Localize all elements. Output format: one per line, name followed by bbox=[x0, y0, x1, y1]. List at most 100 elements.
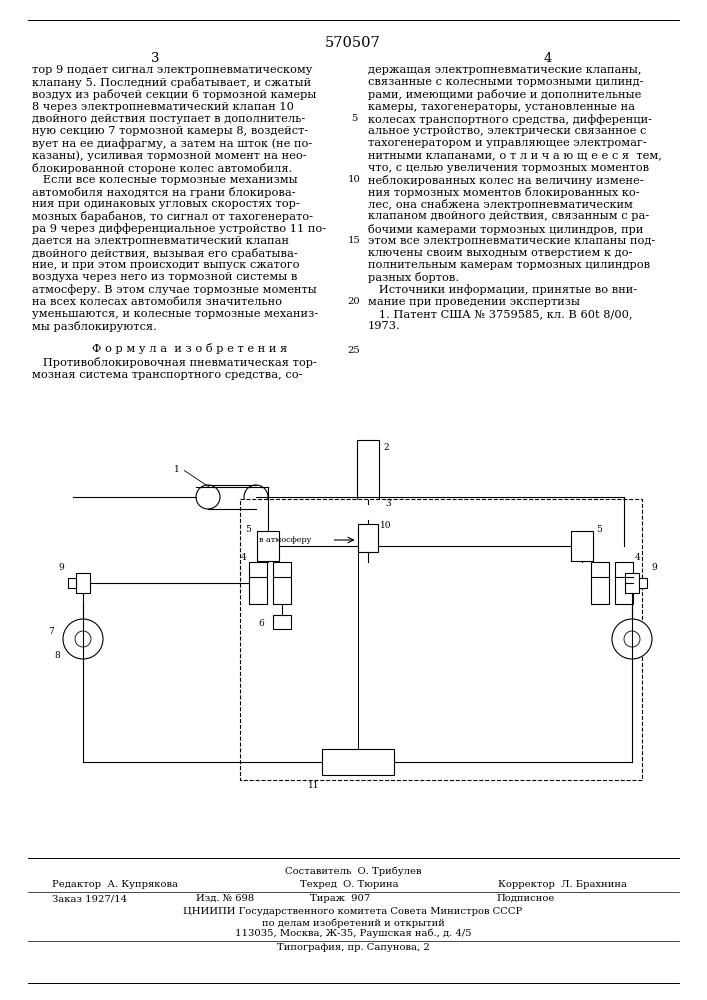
Text: атмосферу. В этом случае тормозные моменты: атмосферу. В этом случае тормозные момен… bbox=[32, 285, 317, 295]
Text: 6: 6 bbox=[259, 619, 264, 629]
Text: двойного действия поступает в дополнитель-: двойного действия поступает в дополнител… bbox=[32, 114, 305, 124]
Text: лес, она снабжена электропневматическим: лес, она снабжена электропневматическим bbox=[368, 199, 633, 210]
Text: клапану 5. Последний срабатывает, и сжатый: клапану 5. Последний срабатывает, и сжат… bbox=[32, 77, 311, 88]
Text: 2: 2 bbox=[384, 444, 390, 452]
Text: 7: 7 bbox=[48, 626, 54, 636]
Text: воздух из рабочей секции 6 тормозной камеры: воздух из рабочей секции 6 тормозной кам… bbox=[32, 89, 316, 100]
Text: 4: 4 bbox=[635, 554, 641, 562]
Text: Ф о р м у л а  и з о б р е т е н и я: Ф о р м у л а и з о б р е т е н и я bbox=[93, 343, 288, 354]
Text: Противоблокировочная пневматическая тор-: Противоблокировочная пневматическая тор- bbox=[32, 357, 317, 368]
Text: Если все колесные тормозные механизмы: Если все колесные тормозные механизмы bbox=[32, 175, 298, 185]
Text: 3: 3 bbox=[151, 52, 159, 65]
Text: Составитель  О. Трибулев: Составитель О. Трибулев bbox=[285, 867, 421, 876]
Text: воздуха через него из тормозной системы в: воздуха через него из тормозной системы … bbox=[32, 272, 298, 282]
Text: Типография, пр. Сапунова, 2: Типография, пр. Сапунова, 2 bbox=[276, 943, 429, 952]
Circle shape bbox=[75, 631, 91, 647]
Text: 15: 15 bbox=[348, 236, 361, 245]
Text: казаны), усиливая тормозной момент на нео-: казаны), усиливая тормозной момент на не… bbox=[32, 150, 307, 161]
Text: ра 9 через дифференциальное устройство 11 по-: ра 9 через дифференциальное устройство 1… bbox=[32, 224, 326, 234]
Text: Изд. № 698: Изд. № 698 bbox=[196, 894, 255, 903]
Text: ную секцию 7 тормозной камеры 8, воздейст-: ную секцию 7 тормозной камеры 8, воздейс… bbox=[32, 126, 308, 136]
Text: держащая электропневматические клапаны,: держащая электропневматические клапаны, bbox=[368, 65, 641, 75]
Text: что, с целью увеличения тормозных моментов: что, с целью увеличения тормозных момент… bbox=[368, 163, 649, 173]
Bar bbox=[208, 485, 256, 509]
Text: ния при одинаковых угловых скоростях тор-: ния при одинаковых угловых скоростях тор… bbox=[32, 199, 300, 209]
Bar bbox=[257, 531, 279, 561]
Text: Подписное: Подписное bbox=[496, 894, 554, 903]
Text: мание при проведении экспертизы: мание при проведении экспертизы bbox=[368, 297, 580, 307]
Bar bbox=[639, 578, 647, 588]
Circle shape bbox=[63, 619, 103, 659]
Text: 8: 8 bbox=[54, 650, 60, 660]
Bar bbox=[591, 562, 609, 604]
Text: 10: 10 bbox=[348, 175, 361, 184]
Text: 9: 9 bbox=[651, 562, 657, 572]
Text: Техред  О. Тюрина: Техред О. Тюрина bbox=[300, 880, 399, 889]
Text: 4: 4 bbox=[240, 554, 246, 562]
Circle shape bbox=[612, 619, 652, 659]
Bar bbox=[248, 562, 267, 604]
Bar bbox=[356, 504, 378, 520]
Bar bbox=[625, 573, 639, 593]
Text: бочими камерами тормозных цилиндров, при: бочими камерами тормозных цилиндров, при bbox=[368, 224, 643, 235]
Text: на всех колесах автомобиля значительно: на всех колесах автомобиля значительно bbox=[32, 297, 282, 307]
Text: 1: 1 bbox=[174, 464, 180, 474]
Text: клапаном двойного действия, связанным с ра-: клапаном двойного действия, связанным с … bbox=[368, 211, 649, 221]
Text: в атмосферу: в атмосферу bbox=[259, 536, 312, 544]
Text: 5: 5 bbox=[351, 114, 357, 123]
Bar bbox=[76, 573, 90, 593]
Text: этом все электропневматические клапаны под-: этом все электропневматические клапаны п… bbox=[368, 236, 655, 246]
Text: разных бортов.: разных бортов. bbox=[368, 272, 459, 283]
Text: ЦНИИПИ Государственного комитета Совета Министров СССР: ЦНИИПИ Государственного комитета Совета … bbox=[183, 907, 522, 916]
Bar bbox=[240, 499, 642, 780]
Text: мы разблокируются.: мы разблокируются. bbox=[32, 321, 157, 332]
Text: ния тормозных моментов блокированных ко-: ния тормозных моментов блокированных ко- bbox=[368, 187, 640, 198]
Text: 1. Патент США № 3759585, кл. В 60t 8/00,: 1. Патент США № 3759585, кл. В 60t 8/00, bbox=[368, 309, 633, 319]
Bar bbox=[615, 562, 633, 604]
Text: 3: 3 bbox=[386, 499, 391, 508]
Text: тахогенератором и управляющее электромаг-: тахогенератором и управляющее электромаг… bbox=[368, 138, 647, 148]
Text: нитными клапанами, о т л и ч а ю щ е е с я  тем,: нитными клапанами, о т л и ч а ю щ е е с… bbox=[368, 150, 662, 160]
Text: 25: 25 bbox=[348, 346, 361, 355]
Text: ключены своим выходным отверстием к до-: ключены своим выходным отверстием к до- bbox=[368, 248, 632, 258]
Text: Заказ 1927/14: Заказ 1927/14 bbox=[52, 894, 127, 903]
Text: автомобиля находятся на грани блокирова-: автомобиля находятся на грани блокирова- bbox=[32, 187, 296, 198]
Text: мозная система транспортного средства, со-: мозная система транспортного средства, с… bbox=[32, 370, 303, 380]
Text: 9: 9 bbox=[58, 562, 64, 572]
Text: по делам изобретений и открытий: по делам изобретений и открытий bbox=[262, 918, 445, 928]
Ellipse shape bbox=[244, 485, 268, 509]
Text: связанные с колесными тормозными цилинд-: связанные с колесными тормозными цилинд- bbox=[368, 77, 643, 87]
Text: 5: 5 bbox=[596, 524, 602, 534]
Text: 8 через электропневматический клапан 10: 8 через электропневматический клапан 10 bbox=[32, 102, 294, 112]
Text: 20: 20 bbox=[348, 297, 361, 306]
Text: колесах транспортного средства, дифференци-: колесах транспортного средства, дифферен… bbox=[368, 114, 652, 125]
Text: рами, имеющими рабочие и дополнительные: рами, имеющими рабочие и дополнительные bbox=[368, 89, 641, 100]
Bar bbox=[272, 562, 291, 604]
Bar bbox=[322, 749, 394, 775]
Text: вует на ее диафрагму, а затем на шток (не по-: вует на ее диафрагму, а затем на шток (н… bbox=[32, 138, 312, 149]
Bar bbox=[358, 524, 378, 552]
Text: 4: 4 bbox=[544, 52, 552, 65]
Text: двойного действия, вызывая его срабатыва-: двойного действия, вызывая его срабатыва… bbox=[32, 248, 298, 259]
Text: 113035, Москва, Ж-35, Раушская наб., д. 4/5: 113035, Москва, Ж-35, Раушская наб., д. … bbox=[235, 929, 472, 938]
Text: уменьшаются, и колесные тормозные механиз-: уменьшаются, и колесные тормозные механи… bbox=[32, 309, 318, 319]
Text: тор 9 подает сигнал электропневматическому: тор 9 подает сигнал электропневматическо… bbox=[32, 65, 312, 75]
Text: альное устройство, электрически связанное с: альное устройство, электрически связанно… bbox=[368, 126, 646, 136]
Text: мозных барабанов, то сигнал от тахогенерато-: мозных барабанов, то сигнал от тахогенер… bbox=[32, 211, 313, 222]
Text: Источники информации, принятые во вни-: Источники информации, принятые во вни- bbox=[368, 285, 637, 295]
Text: неблокированных колес на величину измене-: неблокированных колес на величину измене… bbox=[368, 175, 643, 186]
Ellipse shape bbox=[196, 485, 220, 509]
Text: Тираж  907: Тираж 907 bbox=[310, 894, 370, 903]
Text: 11: 11 bbox=[308, 780, 320, 790]
Text: дается на электропневматический клапан: дается на электропневматический клапан bbox=[32, 236, 289, 246]
Bar bbox=[571, 531, 593, 561]
Bar bbox=[68, 578, 76, 588]
Circle shape bbox=[624, 631, 640, 647]
Text: камеры, тахогенераторы, установленные на: камеры, тахогенераторы, установленные на bbox=[368, 102, 635, 112]
Text: 1973.: 1973. bbox=[368, 321, 401, 331]
Text: 10: 10 bbox=[380, 522, 391, 530]
Text: 5: 5 bbox=[245, 524, 252, 534]
Text: блокированной стороне колес автомобиля.: блокированной стороне колес автомобиля. bbox=[32, 163, 293, 174]
Bar bbox=[272, 615, 291, 629]
Bar bbox=[356, 440, 378, 500]
